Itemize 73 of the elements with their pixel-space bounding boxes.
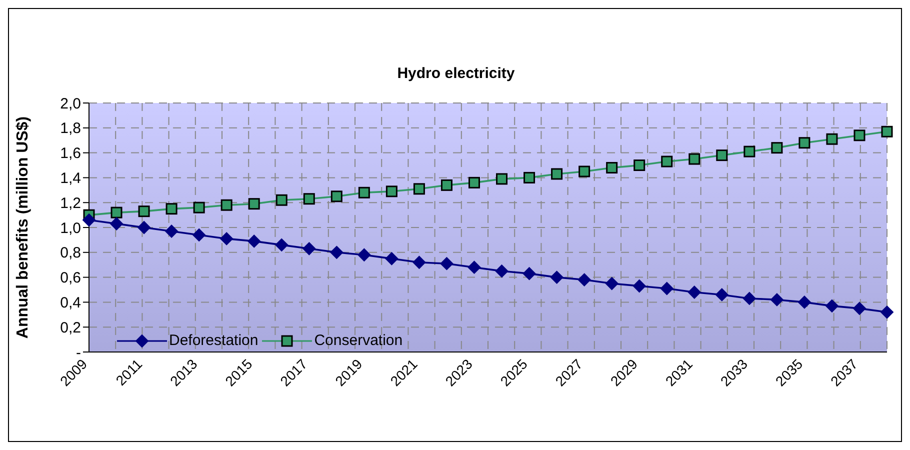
point	[82, 214, 96, 227]
point	[688, 153, 700, 165]
point	[524, 172, 536, 184]
point	[385, 252, 398, 266]
point	[881, 126, 893, 138]
point	[440, 257, 454, 270]
point	[248, 198, 260, 210]
point	[276, 194, 288, 206]
y-tick-label: 0,2	[60, 319, 81, 336]
point	[688, 286, 701, 299]
point	[880, 306, 894, 319]
point	[550, 270, 564, 284]
point	[330, 190, 342, 202]
point	[770, 293, 784, 306]
point	[248, 234, 261, 248]
point	[110, 217, 124, 230]
y-axis-title: Annual benefits (million US$)	[14, 116, 32, 339]
point	[551, 168, 563, 180]
y-tick-label: 0,8	[60, 244, 81, 262]
y-tick-label: 0,6	[60, 270, 81, 287]
point	[798, 137, 810, 149]
point	[661, 156, 673, 168]
point	[522, 267, 536, 280]
point	[220, 199, 232, 211]
legend-label: Conservation	[314, 332, 403, 349]
point	[496, 173, 508, 185]
point	[110, 206, 122, 218]
point	[138, 221, 151, 234]
point	[852, 302, 866, 315]
point	[192, 228, 206, 242]
y-tick-label: 2,0	[60, 95, 81, 112]
point	[605, 277, 618, 290]
point	[358, 248, 371, 262]
point	[275, 238, 288, 252]
point	[413, 183, 425, 195]
y-tick-label: 1,6	[60, 145, 81, 162]
point	[715, 288, 728, 302]
point	[606, 162, 618, 174]
point	[386, 186, 398, 198]
y-tick-label: 1,8	[60, 120, 81, 138]
point	[825, 299, 838, 312]
point	[578, 273, 591, 286]
y-tick-label: 1,0	[60, 220, 81, 237]
y-tick-label: 1,2	[60, 194, 81, 212]
point	[302, 242, 316, 256]
point	[468, 260, 481, 274]
point	[578, 166, 590, 178]
point	[771, 142, 783, 154]
point	[412, 256, 426, 269]
y-tick-label: 0,4	[60, 294, 81, 312]
point	[495, 264, 508, 278]
point	[742, 292, 756, 305]
point	[303, 193, 315, 205]
point	[826, 133, 838, 145]
point	[744, 146, 756, 158]
point	[716, 150, 728, 162]
point	[220, 232, 234, 246]
point	[193, 202, 205, 214]
y-tick-label: 1,4	[60, 170, 81, 188]
point	[330, 246, 344, 259]
chart-title: Hydro electricity	[396, 65, 516, 82]
point	[468, 176, 480, 188]
point	[166, 203, 178, 215]
legend-label: Deforestation	[169, 332, 258, 349]
point	[634, 160, 646, 171]
point	[165, 224, 178, 238]
point	[660, 282, 674, 296]
point	[798, 296, 811, 309]
point	[358, 186, 370, 198]
point	[854, 130, 866, 142]
point	[632, 280, 646, 293]
point	[138, 206, 150, 218]
point	[440, 179, 452, 191]
